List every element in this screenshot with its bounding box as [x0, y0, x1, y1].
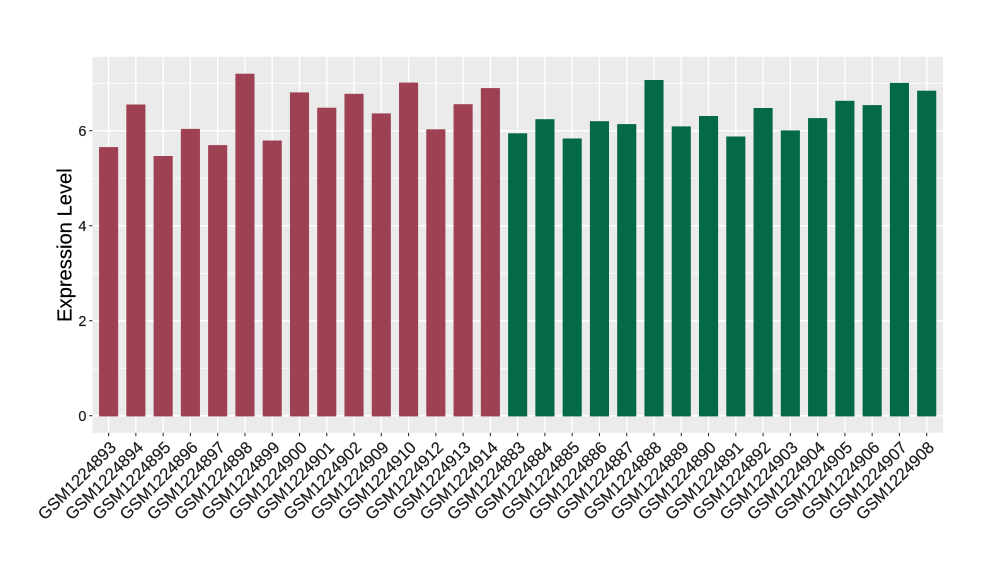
svg-text:4: 4 [78, 219, 86, 235]
svg-text:2: 2 [78, 314, 86, 330]
svg-text:Expression Level: Expression Level [54, 168, 76, 322]
svg-text:0: 0 [78, 409, 86, 425]
svg-text:6: 6 [78, 124, 86, 140]
